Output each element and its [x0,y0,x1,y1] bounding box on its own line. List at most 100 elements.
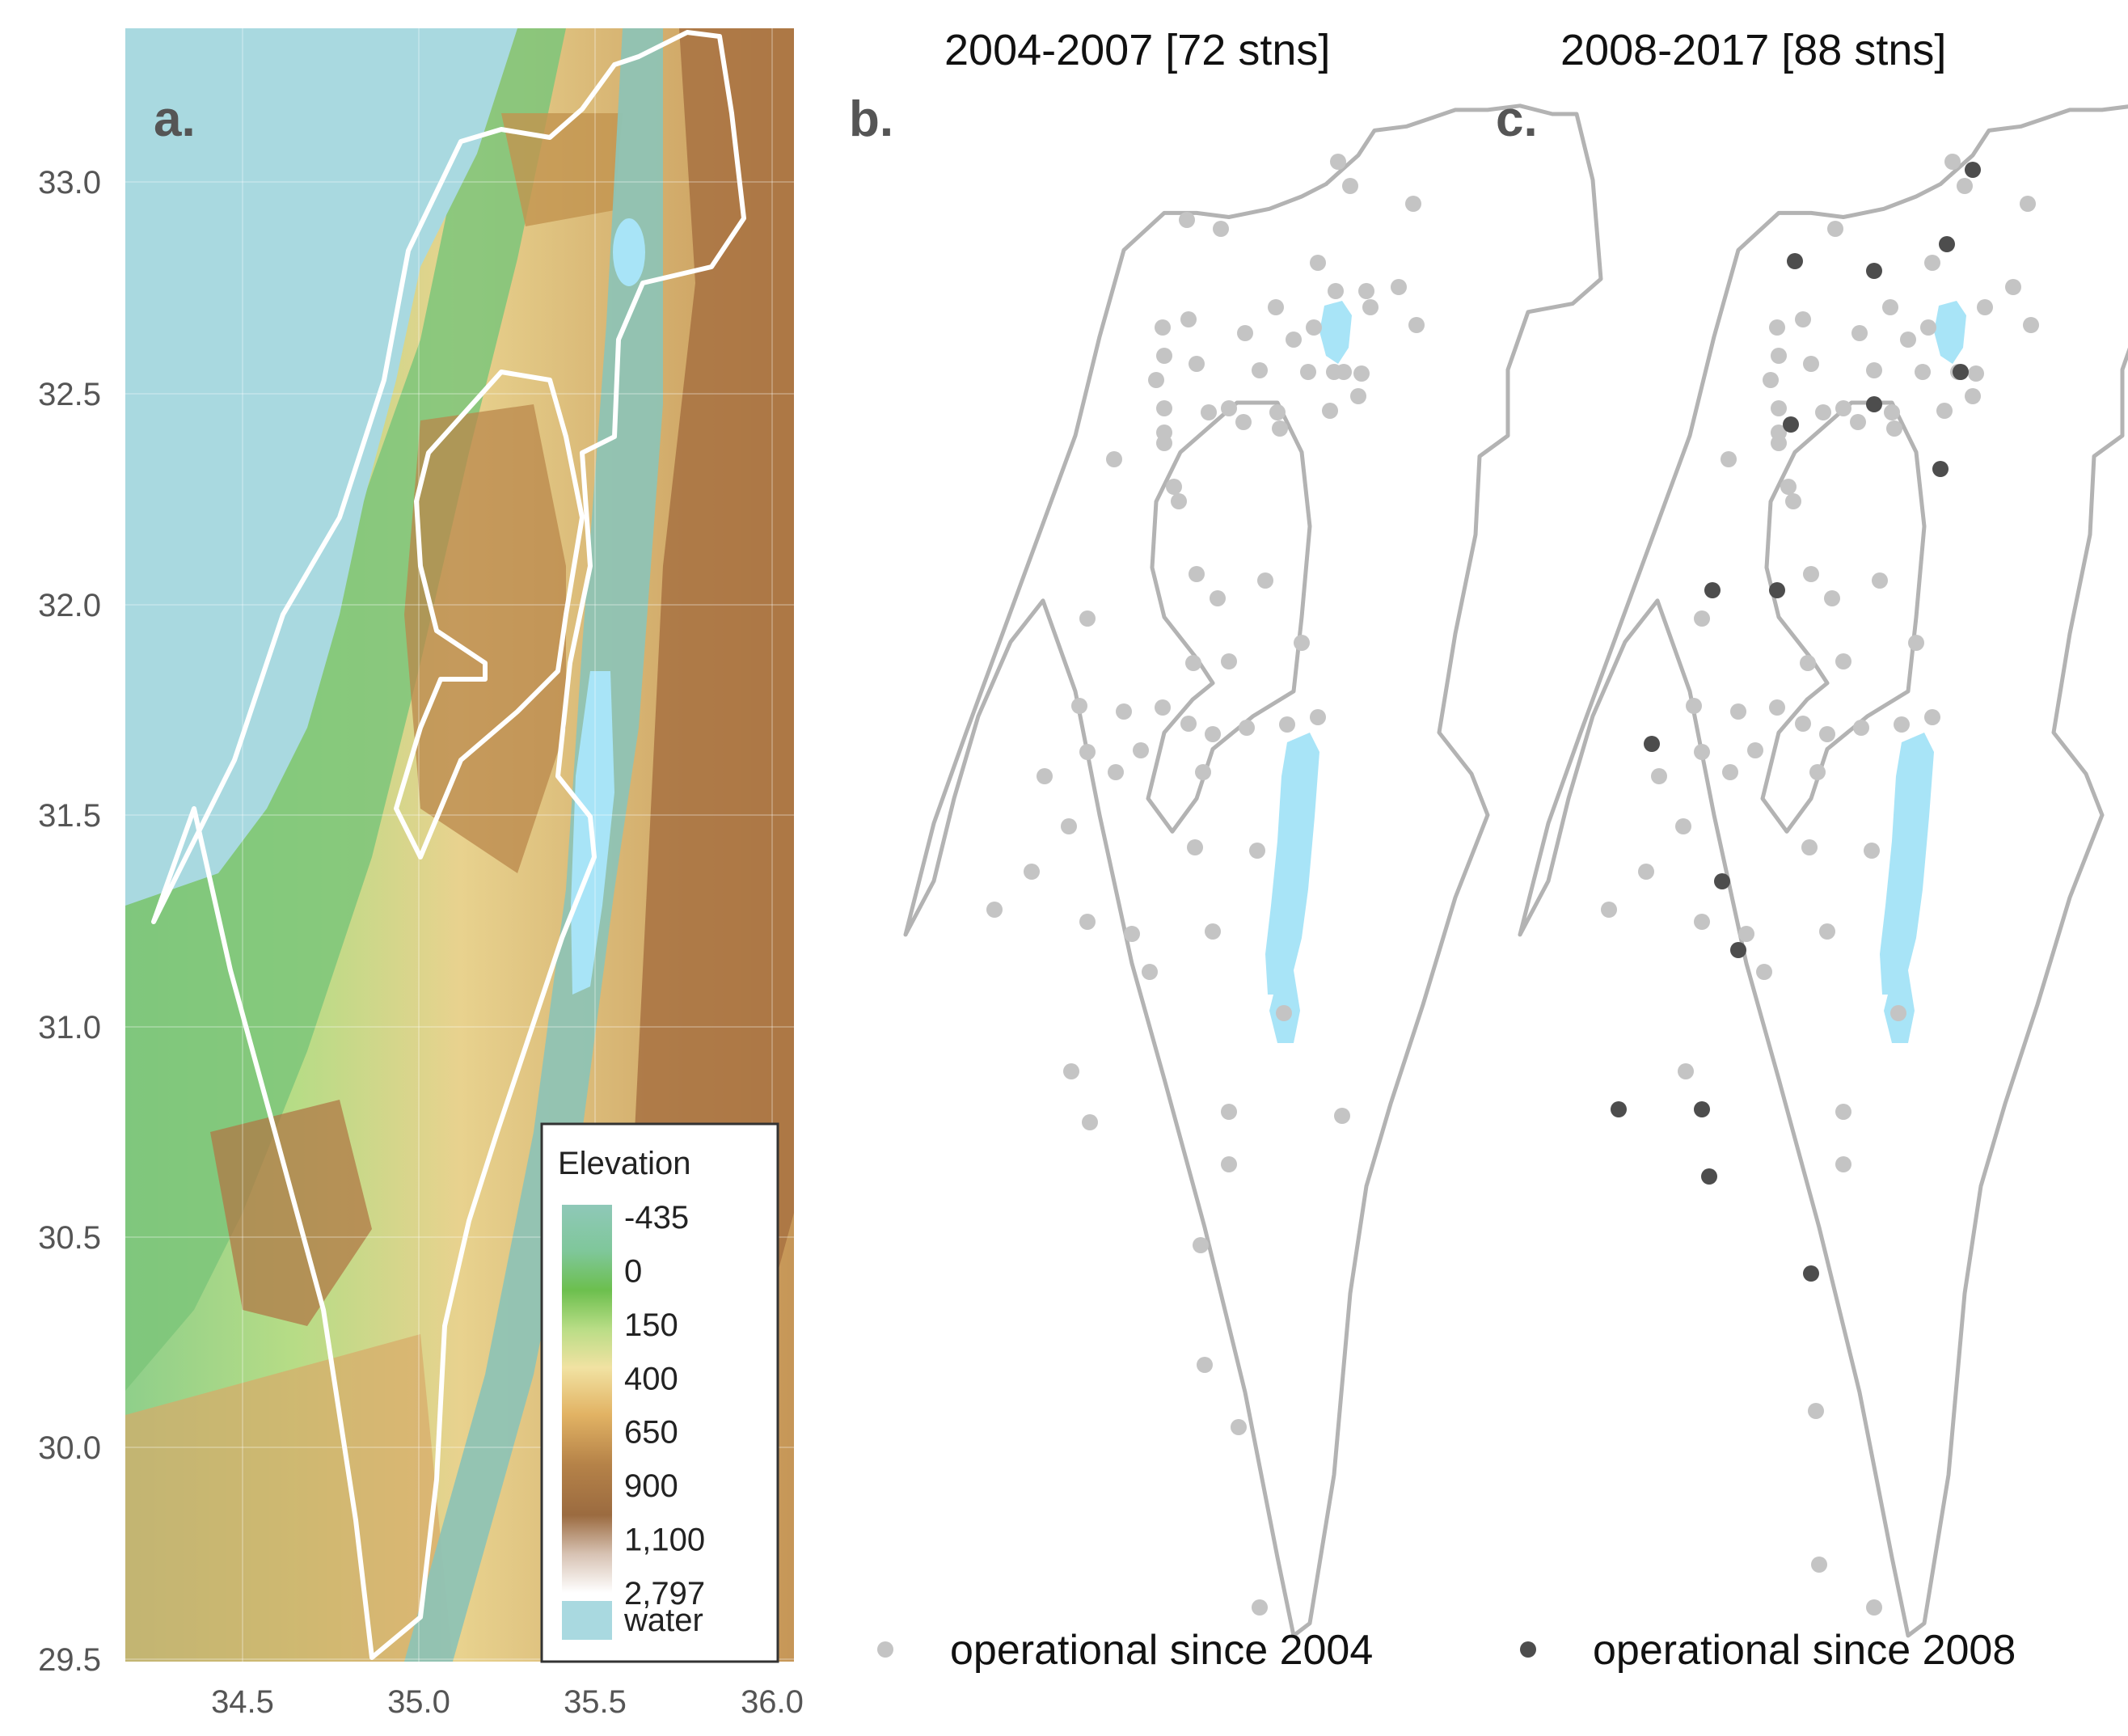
station-2004 [2023,317,2039,333]
station-2004 [1851,325,1868,341]
station-2004 [1133,742,1149,758]
stations-2004-2007-panel: 2004-2007 [72 stns] b. [849,26,1603,1638]
station-2004 [2020,196,2036,212]
station-2004 [1171,493,1187,509]
station-2004 [1310,255,1326,271]
station-2004 [1651,768,1667,784]
y-tick-label: 33.0 [38,165,101,201]
station-2004 [1771,348,1787,364]
station-2004 [1106,451,1122,467]
y-tick-label: 30.5 [38,1220,101,1256]
station-2004 [1601,902,1617,918]
elevation-legend: Elevation -435 0 150 400 650 900 1,100 2,797 wa… [540,1122,779,1663]
station-2004 [1322,403,1338,419]
station-2004 [1231,1419,1247,1435]
dead-sea [1880,733,1934,995]
legend-elevation-label: 2,797 [624,1576,705,1611]
station-2004 [1330,154,1346,170]
station-2004 [1205,726,1221,742]
station-2008 [1866,396,1882,412]
station-2004 [1721,451,1737,467]
station-2004 [1795,311,1811,327]
station-2008 [1953,364,1969,380]
station-2004 [1221,1104,1237,1120]
y-tick-label: 31.5 [38,798,101,834]
sea-of-galilee [613,218,645,286]
station-2008 [1803,1265,1819,1282]
sea-of-galilee [1319,301,1352,364]
central-highlands [404,404,566,873]
station-2004 [1276,1005,1292,1021]
station-2004 [1391,279,1407,295]
station-2008 [1730,942,1746,958]
station-2008 [1783,416,1799,433]
legend-label-2004: operational since 2004 [950,1627,1373,1674]
station-2004 [1187,839,1203,855]
station-2004 [986,902,1003,918]
station-2004 [1819,923,1835,940]
panel-c-title: 2008-2017 [88 stns] [1560,26,1946,74]
station-2004 [1024,864,1040,880]
station-2004 [1079,744,1096,760]
station-2004 [1780,479,1797,495]
station-2008 [1694,1101,1710,1117]
station-2004 [2005,279,2021,295]
station-2004 [1638,864,1654,880]
station-2004 [1756,964,1772,980]
station-2004 [1801,839,1818,855]
station-2004 [1835,653,1851,669]
station-2004 [1328,283,1344,299]
station-2004 [1079,914,1096,930]
station-2004 [1785,493,1801,509]
legend-elevation-label: 0 [624,1253,642,1289]
station-2004 [1936,403,1953,419]
station-2004 [1853,720,1869,736]
station-2004 [1678,1063,1694,1079]
station-2004 [1722,764,1738,780]
station-2004 [1886,420,1902,437]
station-2004 [1803,356,1819,372]
panel-c-stations [1601,154,2039,1616]
panel-b-title: 2004-2007 [72 stns] [944,26,1330,74]
x-tick-label: 34.5 [211,1684,274,1720]
station-2008 [1965,162,1981,178]
station-2004 [1037,768,1053,784]
y-tick-label: 31.0 [38,1010,101,1045]
stations-2008-2017-panel: 2008-2017 [88 stns] c. [1496,26,2128,1638]
legend-colorbar [562,1205,612,1593]
station-2004 [1179,212,1195,228]
station-2008 [1787,253,1803,269]
station-2004 [1957,178,1973,194]
station-2008 [1644,736,1660,752]
station-2004 [1197,1357,1213,1373]
station-2004 [1920,319,1936,336]
coastal-plain [125,28,566,1391]
legend-dot-2004 [877,1641,893,1658]
station-2004 [1239,720,1255,736]
station-2004 [1362,299,1379,315]
y-tick-label: 32.5 [38,377,101,412]
station-2004 [1803,566,1819,582]
galilee-highlands [501,113,623,226]
station-2008 [1932,461,1949,477]
sea-of-galilee [1934,301,1966,364]
station-2004 [1300,364,1316,380]
y-tick-label: 32.0 [38,588,101,623]
station-2004 [1900,332,1916,348]
station-2004 [1694,914,1710,930]
station-2004 [1769,699,1785,716]
legend-water-swatch [562,1601,612,1640]
panel-a-tag: a. [154,91,196,147]
station-2004 [1882,299,1898,315]
station-2004 [1815,404,1831,420]
border-outline [903,103,1603,1638]
x-tick-label: 35.0 [387,1684,450,1720]
station-2004 [1747,742,1763,758]
station-2004 [1156,348,1172,364]
station-2004 [1353,365,1370,382]
station-2004 [1156,400,1172,416]
station-2004 [1148,372,1164,388]
station-2008 [1704,582,1721,598]
west-bank-outline [394,370,585,860]
station-2004 [1769,319,1785,336]
